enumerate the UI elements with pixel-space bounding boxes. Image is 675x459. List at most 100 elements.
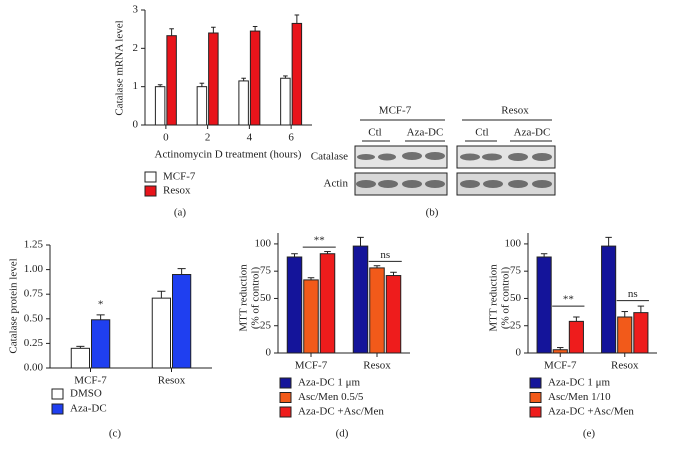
- y-tick-label: 2: [133, 42, 139, 54]
- bar: [166, 35, 177, 126]
- y-tick-label: 25: [510, 319, 522, 331]
- bar: [385, 275, 402, 354]
- x-tick-label: 0: [163, 132, 169, 144]
- x-tick-label: Resox: [158, 375, 186, 387]
- legend-swatch: [279, 392, 292, 403]
- blot-image: [456, 172, 556, 196]
- y-tick-label: 50: [510, 292, 522, 304]
- legend-label: Aza-DC +Asc/Men: [298, 406, 384, 418]
- legend-swatch: [529, 406, 542, 418]
- x-tick-label: Resox: [611, 360, 639, 372]
- x-tick-label: 2: [205, 132, 211, 144]
- y-tick-label: 0.75: [24, 288, 44, 300]
- y-tick-label: 1.00: [24, 263, 44, 275]
- annotation: ns: [380, 249, 390, 261]
- legend-label: MCF-7: [163, 171, 196, 183]
- bar: [196, 86, 208, 126]
- y-axis-label: (% of control): [500, 267, 512, 330]
- blot-panel: MCF-7 Resox Ctl Aza-DC Ctl Aza-DC Catala…: [311, 105, 556, 219]
- panel-label: (b): [426, 207, 439, 219]
- bar: [303, 279, 319, 354]
- y-tick-label: 75: [260, 265, 272, 277]
- y-axis-label: (% of control): [250, 267, 262, 330]
- x-tick-label: MCF-7: [74, 375, 107, 387]
- legend-label: Aza-DC 1 μm: [298, 377, 361, 389]
- annotation: ns: [628, 288, 638, 300]
- y-axis-label: Catalase mRNA level: [114, 20, 126, 115]
- bar: [280, 77, 291, 126]
- legend-label: Resox: [163, 185, 191, 197]
- x-tick-label: 6: [288, 132, 294, 144]
- blot-group: Resox: [501, 105, 529, 117]
- legend-label: DMSO: [70, 388, 102, 400]
- bar: [238, 80, 249, 126]
- panel-label: (d): [336, 428, 349, 440]
- bar: [319, 253, 336, 354]
- bar: [536, 256, 552, 354]
- legend-swatch: [279, 377, 292, 389]
- bar: [70, 347, 90, 369]
- blot-image: [354, 172, 448, 196]
- bar: [151, 297, 171, 369]
- legend-swatch: [144, 171, 157, 183]
- lane-label: Aza-DC: [407, 127, 444, 139]
- x-tick-label: Resox: [363, 360, 391, 372]
- legend-swatch: [279, 406, 292, 418]
- y-axis-label: Catalase protein level: [8, 258, 20, 353]
- bar: [291, 22, 303, 126]
- legend-swatch: [51, 388, 64, 400]
- bar: [568, 320, 584, 354]
- lane-label: Ctl: [368, 127, 381, 139]
- panel-label: (a): [174, 207, 187, 219]
- legend-label: Aza-DC: [70, 403, 107, 415]
- y-tick-label: 50: [260, 292, 272, 304]
- panel-label: (c): [109, 428, 122, 440]
- y-tick-label: 3: [133, 4, 139, 16]
- y-tick-label: 0: [133, 119, 139, 131]
- blot-image: [456, 145, 556, 169]
- bands: [356, 152, 552, 188]
- bar: [601, 245, 617, 354]
- row-label: Catalase: [311, 151, 348, 163]
- legend-swatch: [51, 403, 64, 415]
- annotation: **: [314, 235, 325, 247]
- y-tick-label: 0: [266, 347, 272, 359]
- y-tick-label: 25: [260, 319, 272, 331]
- x-tick-label: 4: [247, 132, 253, 144]
- row-label: Actin: [324, 178, 349, 190]
- y-tick-label: 0.00: [24, 362, 44, 374]
- x-tick-label: MCF-7: [544, 360, 577, 372]
- legend-label: Asc/Men 1/10: [548, 391, 611, 403]
- blot-group: MCF-7: [379, 105, 412, 117]
- y-tick-label: 100: [255, 237, 272, 249]
- bar: [552, 349, 568, 354]
- y-axis-label: MTT reduction: [488, 264, 500, 332]
- legend-swatch: [529, 377, 542, 389]
- bar: [617, 316, 633, 354]
- bar: [249, 30, 261, 126]
- legend-swatch: [529, 392, 542, 403]
- legend-label: Aza-DC +Asc/Men: [548, 406, 634, 418]
- bar: [286, 256, 303, 354]
- annotation: **: [563, 294, 574, 306]
- legend-label: Asc/Men 0.5/5: [298, 391, 364, 403]
- panel-label: (e): [583, 428, 596, 440]
- bar: [172, 274, 192, 369]
- x-axis-label: Actinomycin D treatment (hours): [155, 149, 302, 161]
- bar: [633, 312, 649, 354]
- bar: [369, 267, 385, 354]
- y-tick-label: 1: [133, 80, 139, 92]
- lane-label: Ctl: [475, 127, 488, 139]
- lane-label: Aza-DC: [514, 127, 551, 139]
- legend-swatch: [144, 185, 157, 197]
- x-tick-label: MCF-7: [295, 360, 328, 372]
- bar: [208, 32, 219, 126]
- bar: [154, 86, 166, 126]
- annotation: *: [98, 298, 104, 310]
- y-tick-label: 75: [510, 265, 522, 277]
- bar: [91, 319, 111, 369]
- y-tick-label: 100: [505, 237, 522, 249]
- y-axis-label: MTT reduction: [238, 264, 250, 332]
- y-tick-label: 1.25: [24, 239, 44, 251]
